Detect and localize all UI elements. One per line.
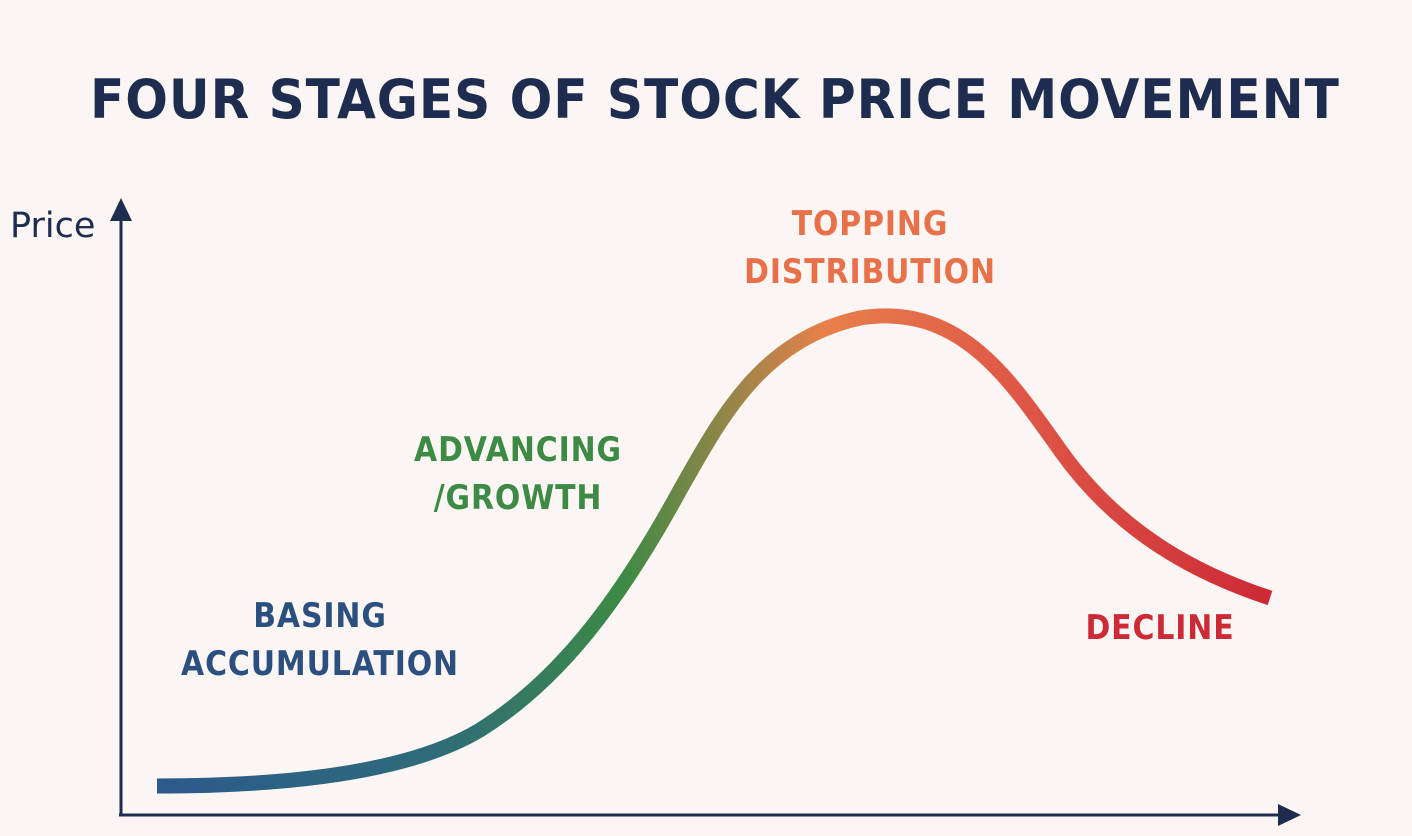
- price-curve: [156, 308, 1273, 794]
- y-axis-arrow-icon: [110, 198, 132, 221]
- stage-topping-line-2: DISTRIBUTION: [744, 252, 996, 292]
- y-axis-label: Price: [10, 206, 96, 246]
- stage-label-basing: BASING ACCUMULATION: [179, 592, 461, 688]
- stage-label-advancing: ADVANCING /GROWTH: [395, 426, 641, 522]
- stage-advancing-line-2: /GROWTH: [433, 478, 603, 518]
- stage-label-topping: TOPPING DISTRIBUTION: [738, 200, 1002, 296]
- stage-basing-line-1: BASING: [253, 596, 387, 636]
- stage-topping-line-1: TOPPING: [791, 204, 949, 244]
- stage-basing-line-2: ACCUMULATION: [181, 644, 459, 684]
- x-axis-arrow-icon: [1278, 804, 1301, 826]
- stage-decline-line-1: DECLINE: [1085, 608, 1235, 648]
- stage-advancing-line-1: ADVANCING: [414, 430, 622, 470]
- diagram-title: FOUR STAGES OF STOCK PRICE MOVEMENT: [90, 68, 1340, 131]
- stage-label-decline: DECLINE: [1072, 604, 1248, 652]
